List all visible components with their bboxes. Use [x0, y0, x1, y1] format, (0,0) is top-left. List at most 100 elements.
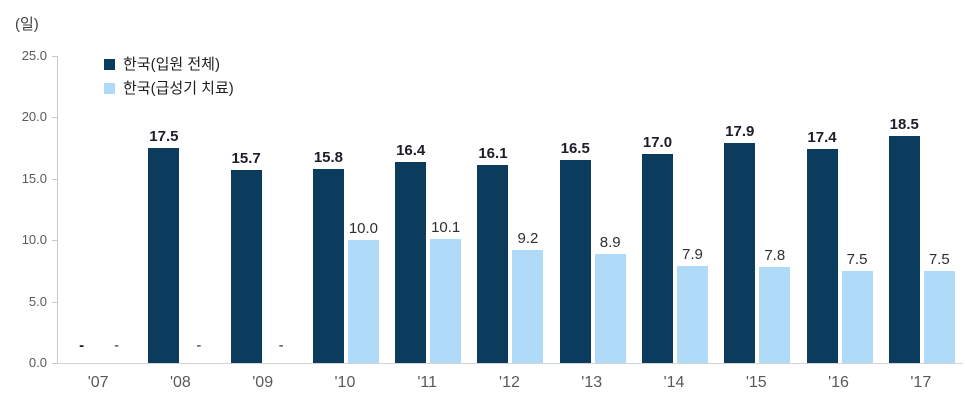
x-axis-label: '07 — [87, 374, 109, 391]
legend-item-acute-care: 한국(급성기 치료) — [104, 80, 234, 97]
bar — [148, 148, 180, 363]
legend-label: 한국(입원 전체) — [123, 56, 220, 73]
bar-group: 17.5 - — [140, 56, 222, 363]
bar-value-label: 7.8 — [764, 247, 786, 265]
bar-group: -- — [58, 56, 140, 363]
x-axis-label: '13 — [581, 374, 603, 391]
bar-value-label: 10.1 — [431, 218, 461, 236]
y-tick-mark — [52, 240, 57, 242]
bar-cell: 10.1 — [430, 56, 462, 363]
x-axis-label: '12 — [499, 374, 520, 391]
bar-cell: 8.9 — [594, 56, 626, 363]
y-tick-label: 0.0 — [28, 355, 47, 370]
bar-cell: - — [66, 56, 97, 363]
x-axis-label: '09 — [252, 374, 274, 391]
bar-cell: 15.7 — [230, 56, 262, 363]
bar-value-label: 7.5 — [846, 250, 868, 268]
bar-value-label: 18.5 — [889, 115, 919, 133]
bar — [477, 165, 509, 363]
y-tick-label: 25.0 — [21, 48, 47, 63]
bar — [676, 266, 708, 363]
bar-cell: 7.8 — [759, 56, 791, 363]
y-tick-mark — [52, 301, 57, 303]
bar — [923, 270, 955, 363]
bar-cell: 10.0 — [347, 56, 379, 363]
bar-value-label: 7.9 — [682, 246, 703, 263]
bar-cell: 7.5 — [923, 56, 955, 363]
missing-value-marker: - — [114, 337, 120, 354]
bar-cell: 15.8 — [312, 56, 344, 363]
bar-cell: 7.9 — [676, 56, 708, 363]
legend-swatch-light-icon — [104, 83, 115, 94]
x-axis-label: '16 — [828, 374, 849, 391]
bar-value-label: 16.1 — [478, 145, 508, 163]
y-tick-label: 5.0 — [28, 293, 47, 309]
bar-cell: 16.1 — [477, 56, 509, 363]
y-tick-mark — [52, 117, 57, 119]
bar-cell: 9.2 — [512, 56, 544, 363]
bar — [759, 267, 791, 363]
bar — [312, 168, 344, 363]
bar-cell: - — [266, 56, 297, 363]
x-axis-label: '08 — [169, 374, 191, 391]
bar-value-label: 17.4 — [807, 129, 837, 147]
bar — [395, 161, 427, 363]
bar-cell: 18.5 — [888, 56, 920, 363]
y-tick-mark — [52, 56, 57, 57]
x-axis-label: '15 — [745, 374, 767, 391]
bar — [347, 240, 379, 363]
bar — [724, 143, 756, 363]
bar — [594, 253, 626, 363]
y-axis-title: (일) — [15, 16, 39, 33]
bar-group: 16.4 10.1 — [387, 56, 469, 363]
bar-group: 16.5 8.9 — [552, 56, 634, 363]
legend: 한국(입원 전체) 한국(급성기 치료) — [104, 56, 234, 97]
bar-cell: 7.5 — [841, 56, 873, 363]
bar-cell: - — [101, 56, 132, 363]
x-axis-label: '10 — [334, 374, 356, 391]
bar-value-label: 9.2 — [517, 230, 539, 248]
legend-swatch-dark-icon — [104, 59, 115, 70]
bar — [888, 135, 920, 363]
bar-group: 18.5 7.5 — [881, 56, 963, 363]
bar — [230, 170, 262, 363]
bar-cell: 16.4 — [395, 56, 427, 363]
missing-value-marker: - — [196, 337, 202, 354]
bar — [559, 160, 591, 363]
bar-value-label: 17.5 — [149, 128, 179, 146]
bar-groups: - -17.5-15.7-15.8 10.0 16.4 10.1 16.1 9.2 16.5 8… — [58, 56, 963, 363]
bar — [806, 149, 838, 363]
bar-cell: 17.4 — [806, 56, 838, 363]
bar-group: 16.1 9.2 — [469, 56, 551, 363]
bar-group: 15.7 - — [223, 56, 305, 363]
y-tick-mark — [52, 363, 57, 364]
plot-area: - -17.5-15.7-15.8 10.0 16.4 10.1 16.1 9.2 16.5 8… — [52, 56, 963, 364]
y-tick-label: 15.0 — [21, 170, 47, 186]
bar-cell: 17.5 — [148, 56, 180, 363]
bar-value-label: 7.5 — [928, 250, 950, 268]
y-tick-label: 10.0 — [21, 232, 47, 248]
bar-group: 17.4 7.5 — [798, 56, 880, 363]
bar-value-label: 15.7 — [231, 150, 261, 168]
bar-cell: 17.9 — [724, 56, 756, 363]
bar-group: 15.8 10.0 — [305, 56, 387, 363]
bar-cell: - — [183, 56, 214, 363]
bar-value-label: 17.9 — [725, 123, 755, 141]
legend-item-inpatient-total: 한국(입원 전체) — [104, 56, 234, 73]
bar — [512, 250, 544, 363]
bar-group: 17.9 7.8 — [716, 56, 798, 363]
missing-value-marker: - — [79, 337, 85, 354]
bar-cell: 16.5 — [559, 56, 591, 363]
bar — [841, 270, 873, 363]
bar-group: 17.0 7.9 — [634, 56, 716, 363]
bar-value-label: 16.4 — [396, 141, 426, 159]
bar — [641, 154, 673, 363]
x-axis-label: '14 — [663, 374, 685, 391]
x-axis: '07 '08 '09 '10 '11 '12 '13 '14 '15 '16 '17 — [57, 374, 962, 392]
bar-value-label: 16.5 — [560, 140, 590, 158]
bar — [430, 238, 462, 363]
legend-label: 한국(급성기 치료) — [123, 80, 234, 97]
y-tick-mark — [52, 178, 57, 180]
x-axis-label: '11 — [417, 374, 438, 391]
